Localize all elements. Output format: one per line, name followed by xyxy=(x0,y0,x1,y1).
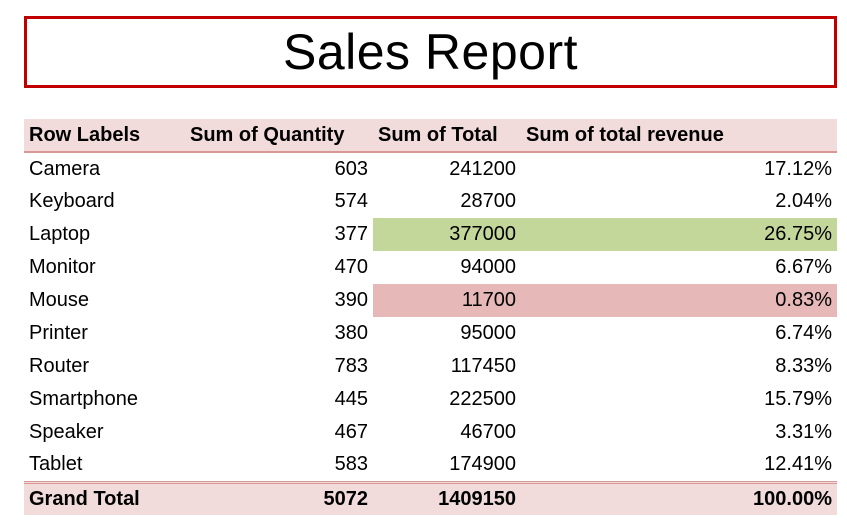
total-label: Grand Total xyxy=(24,480,185,515)
row-label: Speaker xyxy=(29,421,104,443)
value-cell: 380 xyxy=(334,322,368,344)
data-row: Speaker 467 46700 3.31% xyxy=(24,416,837,449)
value-cell: 28700 xyxy=(460,190,516,212)
data-row: Monitor 470 94000 6.67% xyxy=(24,251,837,284)
value-cell: 0.83% xyxy=(521,284,837,317)
data-row: Camera 603 241200 17.12% xyxy=(24,152,837,185)
value-cell: 6.74% xyxy=(775,322,832,344)
value-cell: 470 xyxy=(334,256,368,278)
value-cell: 583 xyxy=(334,453,368,476)
report-title: Sales Report xyxy=(282,24,579,80)
value-cell: 3.31% xyxy=(775,421,832,443)
value-cell: 222500 xyxy=(449,388,516,410)
value-cell: 8.33% xyxy=(775,355,832,377)
row-label: Router xyxy=(29,355,90,377)
value-cell: 467 xyxy=(334,421,368,443)
header-cell: Row Labels xyxy=(24,119,185,153)
total-row: Grand Total 5072 1409150 100.00% xyxy=(24,480,837,515)
value-cell: 46700 xyxy=(460,421,516,443)
value-cell: 390 xyxy=(334,289,368,311)
value-cell: 603 xyxy=(334,157,368,180)
value-cell: 95000 xyxy=(460,322,516,344)
total-cell: 1409150 xyxy=(373,480,521,515)
total-cell: 5072 xyxy=(185,480,373,515)
value-cell: 11700 xyxy=(373,284,521,317)
row-label: Tablet xyxy=(29,453,83,476)
title-box: Sales Report xyxy=(24,16,837,88)
value-cell: 6.67% xyxy=(775,256,832,278)
value-cell: 12.41% xyxy=(764,453,832,476)
row-label: Printer xyxy=(29,322,88,344)
header-cell: Sum of total revenue xyxy=(521,119,837,153)
value-cell: 2.04% xyxy=(775,190,832,212)
data-row: Printer 380 95000 6.74% xyxy=(24,317,837,350)
data-row: Laptop 377 377000 26.75% xyxy=(24,218,837,251)
value-cell: 377 xyxy=(334,223,368,245)
pivot-table: Row Labels Sum of Quantity Sum of Total Sum… xyxy=(24,119,837,515)
value-cell: 241200 xyxy=(449,157,516,180)
value-cell: 117450 xyxy=(450,355,516,377)
row-label: Camera xyxy=(29,157,101,180)
value-cell: 445 xyxy=(334,388,368,410)
row-label: Smartphone xyxy=(29,388,138,410)
data-row: Router 783 117450 8.33% xyxy=(24,350,837,383)
value-cell: 174900 xyxy=(449,453,516,476)
value-cell: 15.79% xyxy=(764,388,832,410)
total-cell: 100.00% xyxy=(521,480,837,515)
row-label: Laptop xyxy=(29,223,91,245)
data-row: Smartphone 445 222500 15.79% xyxy=(24,383,837,416)
row-label: Mouse xyxy=(29,289,90,311)
row-label: Keyboard xyxy=(29,190,115,212)
data-row: Keyboard 574 28700 2.04% xyxy=(24,185,837,218)
header-cell: Sum of Quantity xyxy=(185,119,373,153)
data-row: Mouse 390 11700 0.83% xyxy=(24,284,837,317)
value-cell: 26.75% xyxy=(521,218,837,251)
header-row: Row Labels Sum of Quantity Sum of Total Sum… xyxy=(24,119,837,153)
value-cell: 17.12% xyxy=(764,157,832,180)
value-cell: 377000 xyxy=(373,218,521,251)
value-cell: 783 xyxy=(334,355,368,377)
value-cell: 574 xyxy=(334,190,368,212)
header-cell: Sum of Total xyxy=(373,119,521,153)
value-cell: 94000 xyxy=(460,256,516,278)
row-label: Monitor xyxy=(29,256,96,278)
data-row: Tablet 583 174900 12.41% xyxy=(24,449,837,482)
